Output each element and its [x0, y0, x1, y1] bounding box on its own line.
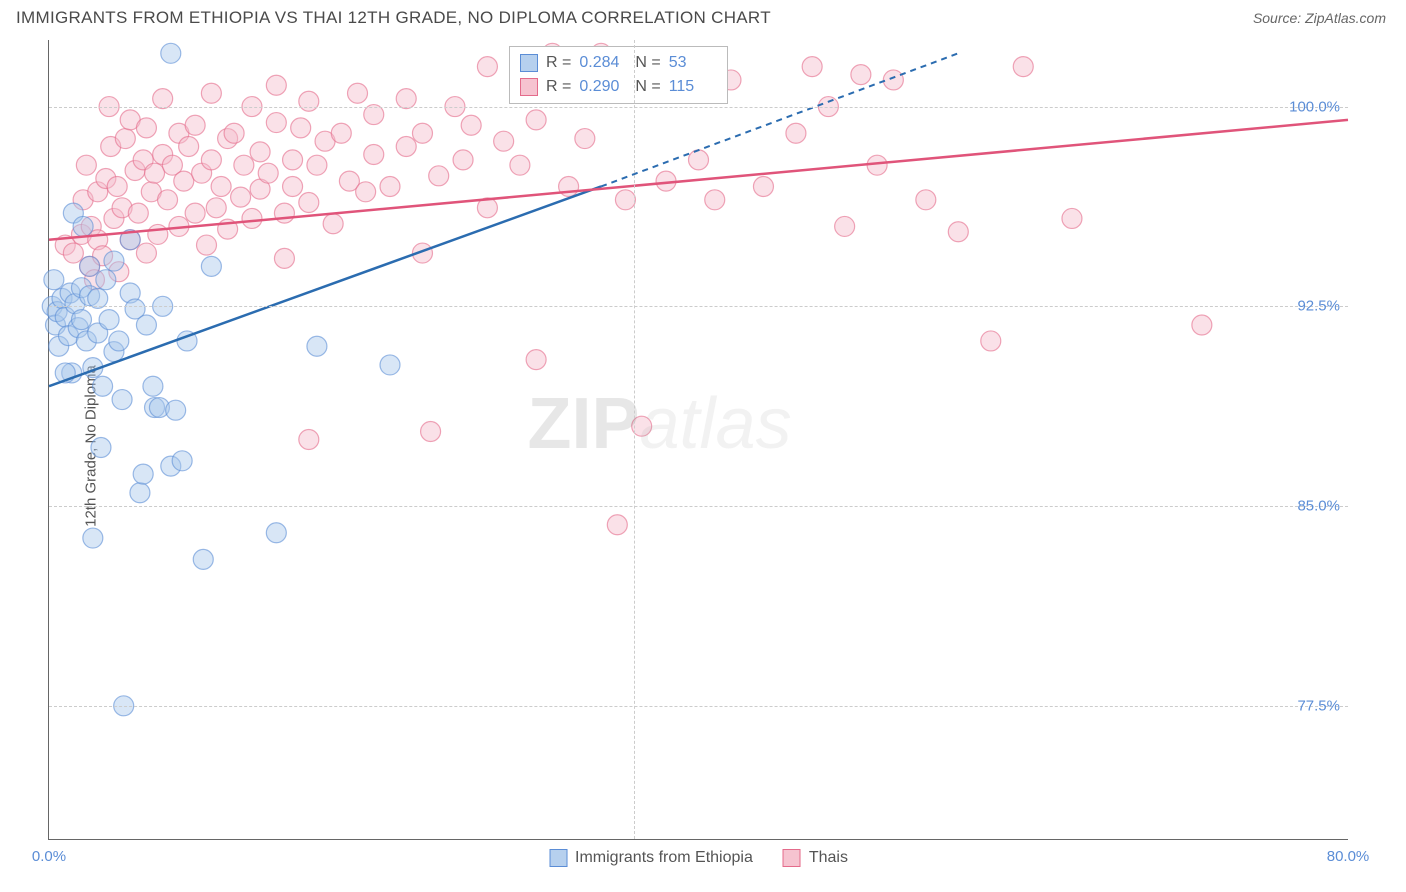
legend-item-thai: Thais: [783, 849, 848, 867]
scatter-svg: [49, 40, 1348, 839]
y-tick-label: 85.0%: [1297, 498, 1340, 515]
plot-area: ZIPatlas R = 0.284 N = 53 R = 0.290 N = …: [48, 40, 1348, 840]
y-tick-label: 100.0%: [1289, 98, 1340, 115]
series-legend: Immigrants from Ethiopia Thais: [549, 849, 848, 867]
gridline-h: [49, 107, 1348, 108]
swatch-ethiopia-icon: [520, 54, 538, 72]
correlation-stats-box: R = 0.284 N = 53 R = 0.290 N = 115: [509, 46, 728, 104]
legend-label: Immigrants from Ethiopia: [575, 849, 753, 867]
chart-title: IMMIGRANTS FROM ETHIOPIA VS THAI 12TH GR…: [16, 8, 771, 28]
stats-row-thai: R = 0.290 N = 115: [520, 75, 717, 99]
y-tick-label: 77.5%: [1297, 697, 1340, 714]
legend-swatch-ethiopia-icon: [549, 849, 567, 867]
x-tick-label: 80.0%: [1327, 848, 1370, 865]
legend-label: Thais: [809, 849, 848, 867]
gridline-h: [49, 706, 1348, 707]
gridline-h: [49, 506, 1348, 507]
chart-header: IMMIGRANTS FROM ETHIOPIA VS THAI 12TH GR…: [0, 0, 1406, 36]
source-attribution: Source: ZipAtlas.com: [1253, 10, 1386, 26]
stats-row-ethiopia: R = 0.284 N = 53: [520, 51, 717, 75]
gridline-v: [634, 40, 635, 839]
legend-item-ethiopia: Immigrants from Ethiopia: [549, 849, 753, 867]
x-tick-label: 0.0%: [32, 848, 66, 865]
swatch-thai-icon: [520, 78, 538, 96]
y-tick-label: 92.5%: [1297, 298, 1340, 315]
gridline-h: [49, 306, 1348, 307]
legend-swatch-thai-icon: [783, 849, 801, 867]
